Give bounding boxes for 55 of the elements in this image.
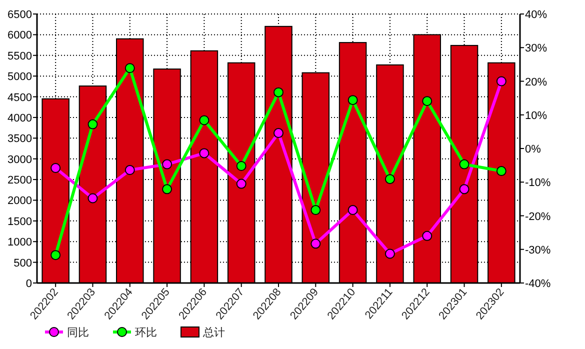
legend-总计: 总计 — [180, 326, 225, 339]
point — [50, 163, 61, 174]
point — [124, 63, 135, 74]
y-tick-label: 5000 — [8, 71, 32, 84]
legend-label: 总计 — [202, 326, 225, 339]
y-tick-label: 2000 — [8, 195, 32, 208]
y-tick-label: 3000 — [8, 154, 32, 166]
point — [384, 248, 395, 259]
point — [459, 184, 470, 194]
point — [199, 148, 210, 158]
legend-label: 同比 — [67, 326, 89, 339]
point — [384, 174, 395, 184]
y2-tick-label: 20% — [525, 76, 548, 88]
y-tick-label: 3500 — [8, 133, 32, 146]
point — [422, 230, 432, 241]
point — [274, 128, 284, 138]
y-tick-label: 4500 — [8, 92, 32, 104]
point — [88, 193, 98, 204]
y-tick-label: 6000 — [8, 30, 32, 42]
y2-tick-label: -40% — [525, 278, 551, 290]
point — [50, 250, 61, 260]
point — [124, 165, 135, 176]
point — [348, 95, 358, 106]
point — [162, 159, 172, 170]
y2-tick-label: 40% — [525, 9, 548, 21]
point — [496, 76, 506, 86]
y2-tick-label: 30% — [525, 42, 548, 55]
y-tick-label: 5500 — [8, 50, 32, 62]
y-tick-label: 0 — [26, 278, 32, 290]
y-tick-label: 500 — [14, 257, 32, 270]
point — [310, 205, 321, 216]
point — [199, 115, 210, 126]
point — [310, 238, 321, 249]
y2-tick-label: 0% — [525, 144, 542, 156]
point — [236, 160, 246, 171]
legend-环比: 环比 — [113, 327, 157, 339]
point — [422, 96, 432, 106]
legend-同比: 同比 — [45, 327, 89, 339]
point — [348, 205, 358, 216]
y2-tick-label: 10% — [525, 110, 548, 122]
y-tick-label: 4000 — [8, 112, 32, 124]
y-tick-label: 1000 — [8, 236, 32, 249]
y-tick-label: 1500 — [8, 216, 32, 228]
y-tick-label: 6500 — [8, 9, 32, 21]
y2-tick-label: -20% — [525, 210, 551, 223]
y-tick-label: 2500 — [8, 174, 32, 187]
point — [459, 159, 470, 170]
y2-tick-label: -30% — [525, 244, 551, 256]
legend-label: 环比 — [135, 326, 157, 339]
point — [236, 178, 246, 189]
point — [496, 166, 506, 176]
point — [274, 87, 284, 98]
point — [162, 184, 172, 194]
point — [88, 119, 98, 130]
y2-tick-label: -10% — [525, 177, 551, 190]
